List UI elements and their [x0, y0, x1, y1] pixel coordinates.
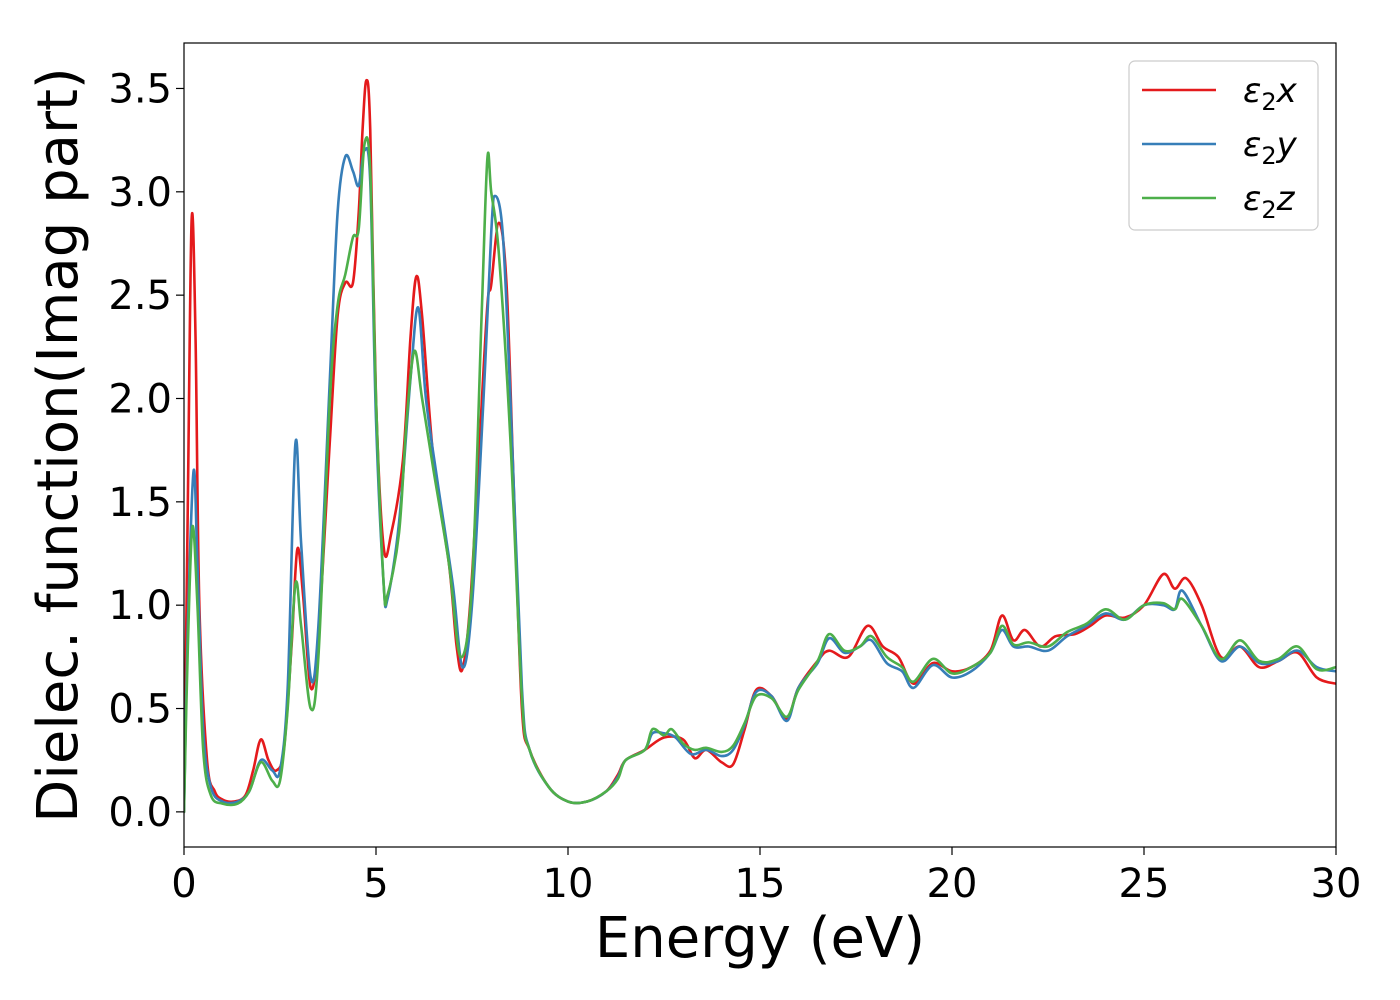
y-axis: 0.0 0.5 1.0 1.5 2.0 2.5 3.0 3.5 — [108, 66, 184, 836]
x-tick-label: 15 — [735, 861, 786, 907]
x-axis-label: Energy (eV) — [595, 906, 925, 971]
x-tick-label: 20 — [927, 861, 978, 907]
y-tick-label: 0.5 — [108, 687, 172, 733]
y-tick-label: 1.5 — [108, 480, 172, 526]
legend-box — [1128, 60, 1319, 231]
x-tick-label: 25 — [1119, 861, 1170, 907]
x-tick-label: 0 — [171, 861, 196, 907]
legend: ε2x ε2y ε2z — [1128, 60, 1319, 231]
x-tick-label: 30 — [1311, 861, 1362, 907]
legend-label-y: ε2y — [1243, 125, 1298, 170]
legend-label-x: ε2x — [1243, 71, 1298, 116]
x-tick-label: 5 — [363, 861, 388, 907]
x-tick-label: 10 — [543, 861, 594, 907]
y-tick-label: 3.0 — [108, 170, 172, 216]
y-tick-label: 0.0 — [108, 790, 172, 836]
y-tick-label: 1.0 — [108, 583, 172, 629]
x-axis: 0 5 10 15 20 25 30 — [171, 847, 1361, 907]
y-tick-label: 2.5 — [108, 273, 172, 319]
series-line-z — [184, 136, 1336, 814]
y-tick-label: 3.5 — [108, 66, 172, 112]
series-layer — [184, 78, 1336, 814]
legend-label-z: ε2z — [1243, 179, 1296, 224]
y-axis-label: Dielec. function(Imag part) — [26, 67, 91, 823]
y-tick-label: 2.0 — [108, 376, 172, 422]
